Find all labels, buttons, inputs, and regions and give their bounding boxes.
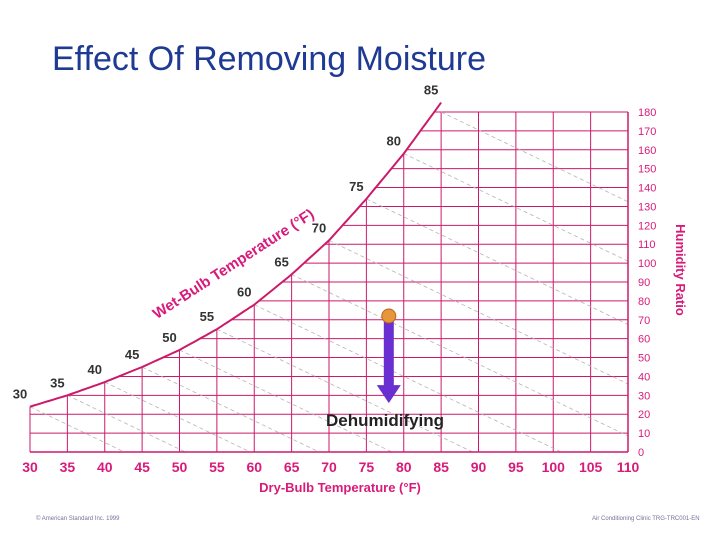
process-arrow-shaft	[383, 316, 394, 388]
saturation-curve-line	[29, 102, 442, 408]
x-tick-label: 105	[579, 459, 603, 475]
wetbulb-label: 45	[125, 347, 139, 362]
y-axis-ticks: 0 10 20 30 40 50 60 70 80 90 100 110 120 130 140 150 160…	[638, 107, 656, 459]
x-tick-label: 40	[97, 459, 113, 475]
wetbulb-gridline	[216, 328, 473, 453]
x-axis-label: Dry-Bulb Temperature (°F)	[259, 480, 421, 495]
x-tick-label: 55	[209, 459, 225, 475]
x-tick-label: 70	[321, 459, 337, 475]
wetbulb-gridline	[179, 349, 393, 453]
x-tick-label: 110	[617, 459, 640, 475]
x-tick-label: 50	[172, 459, 188, 475]
y-axis-label: Humidity Ratio	[673, 224, 688, 316]
wetbulb-labels: 30 35 40 45 50 55 60 65 70 75 80 85	[13, 83, 439, 402]
wetbulb-label: 55	[200, 309, 214, 324]
y-tick-label: 0	[638, 447, 644, 459]
wetbulb-label: 30	[13, 387, 27, 402]
y-tick-label: 40	[638, 371, 650, 383]
wetbulb-label: 80	[387, 134, 401, 149]
x-tick-label: 60	[246, 459, 262, 475]
x-tick-label: 90	[471, 459, 487, 475]
process-label: Dehumidifying	[326, 411, 444, 430]
y-tick-label: 80	[638, 296, 650, 308]
wetbulb-gridline	[291, 274, 629, 437]
wetbulb-label: 70	[312, 220, 326, 235]
wetbulb-label: 60	[237, 285, 251, 300]
y-tick-label: 170	[638, 126, 656, 138]
copyright-footer: © American Standard Inc. 1999	[36, 516, 120, 522]
process-line	[376, 308, 401, 404]
x-tick-label: 100	[542, 459, 566, 475]
wetbulb-gridline	[366, 198, 629, 325]
x-tick-label: 85	[433, 459, 449, 475]
y-tick-label: 20	[638, 409, 650, 421]
y-tick-label: 160	[638, 145, 656, 157]
x-tick-label: 35	[60, 459, 76, 475]
wetbulb-gridline	[67, 394, 186, 453]
start-state-point	[381, 308, 397, 324]
y-tick-label: 70	[638, 315, 650, 327]
page-title: Effect Of Removing Moisture	[52, 40, 486, 78]
wetbulb-label: 50	[162, 330, 176, 345]
wetbulb-gridline	[141, 366, 320, 453]
wetbulb-gridline	[29, 406, 125, 453]
wetbulb-axis-label: Wet-Bulb Temperature (°F)	[150, 206, 318, 323]
y-tick-label: 140	[638, 183, 656, 195]
x-tick-label: 30	[22, 459, 38, 475]
grid-lines	[29, 111, 629, 453]
wetbulb-label: 35	[50, 375, 64, 390]
y-tick-label: 110	[638, 239, 656, 251]
y-tick-label: 90	[638, 277, 650, 289]
y-tick-label: 30	[638, 390, 650, 402]
x-tick-label: 80	[396, 459, 412, 475]
y-tick-label: 120	[638, 220, 656, 232]
wetbulb-gridline	[104, 381, 251, 453]
process-arrow-head	[376, 385, 401, 404]
course-footer: Air Conditioning Clinic TRG-TRC001-EN	[592, 516, 700, 522]
wetbulb-label: 75	[349, 179, 363, 194]
x-tick-label: 75	[359, 459, 375, 475]
wetbulb-gridline	[254, 304, 562, 453]
y-tick-label: 50	[638, 353, 650, 365]
y-tick-label: 130	[638, 201, 656, 213]
wetbulb-gridline	[440, 111, 629, 203]
y-tick-label: 10	[638, 428, 650, 440]
y-tick-label: 60	[638, 334, 650, 346]
wetbulb-label: 85	[424, 83, 438, 98]
y-tick-label: 180	[638, 107, 656, 119]
wetbulb-label: 40	[88, 362, 102, 377]
y-tick-label: 100	[638, 258, 656, 270]
x-tick-label: 95	[508, 459, 524, 475]
wetbulb-gridline	[328, 240, 629, 385]
y-tick-label: 150	[638, 164, 656, 176]
x-axis-ticks: 30 35 40 45 50 55 60 65 70 75 80 85 90 95 100 105 110	[22, 459, 639, 475]
x-tick-label: 65	[284, 459, 300, 475]
wetbulb-label: 65	[274, 254, 288, 269]
x-tick-label: 45	[134, 459, 150, 475]
saturation-curve	[29, 102, 442, 408]
